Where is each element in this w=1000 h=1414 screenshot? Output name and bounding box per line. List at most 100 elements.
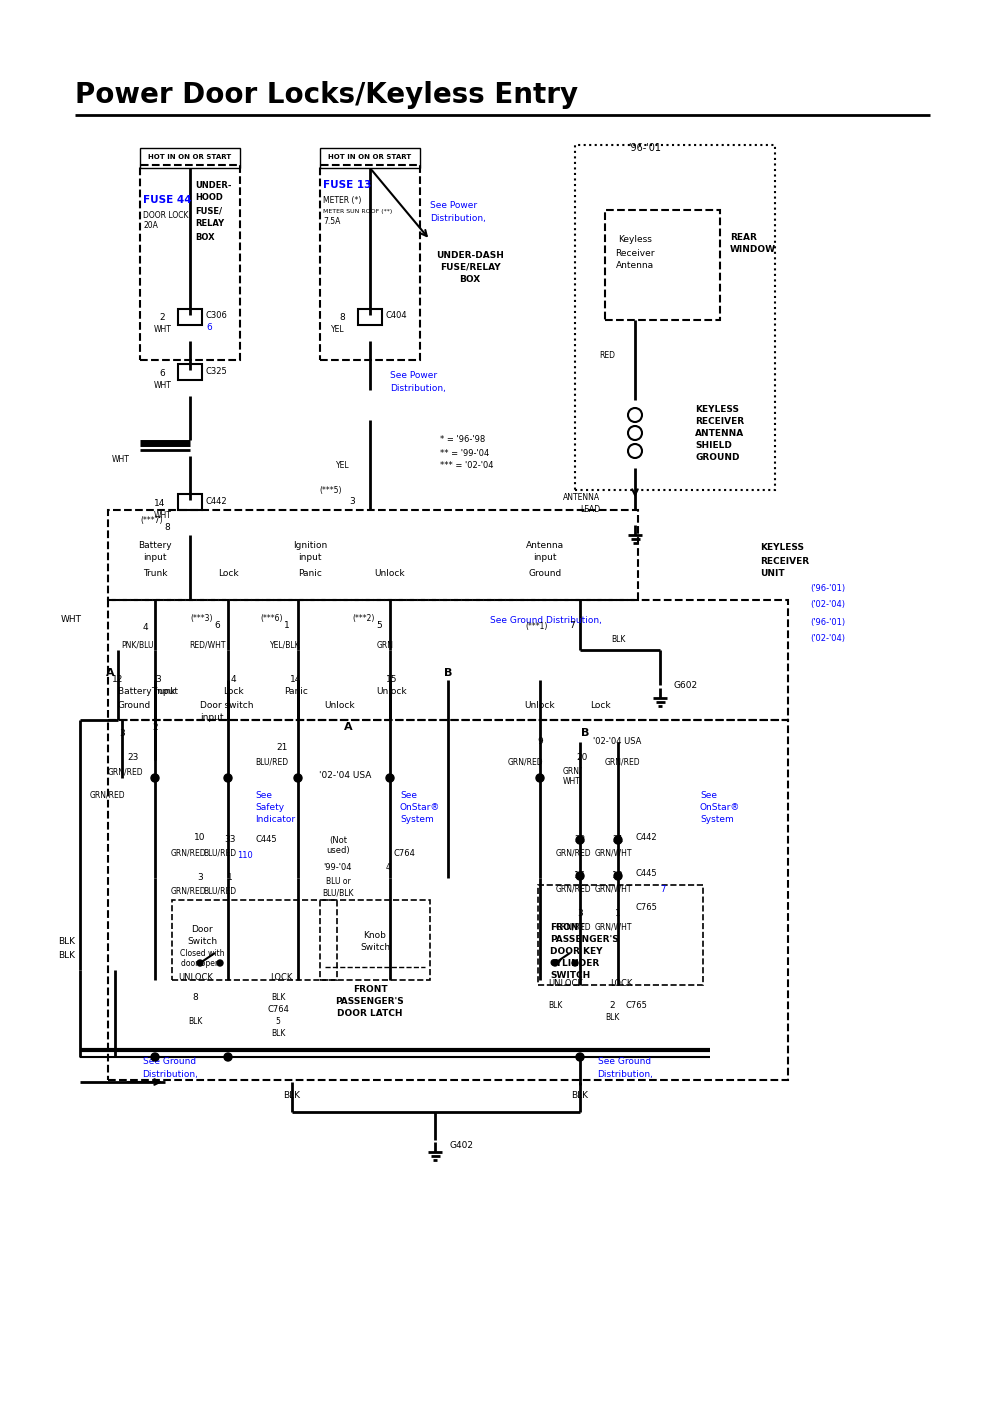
Text: RED/WHT: RED/WHT [190, 641, 226, 649]
Text: FUSE 13: FUSE 13 [323, 180, 371, 189]
Text: Switch: Switch [187, 937, 217, 946]
Text: UNDER-: UNDER- [195, 181, 232, 189]
Text: A: A [106, 667, 114, 677]
Text: 2: 2 [159, 314, 165, 322]
Text: Lock: Lock [590, 701, 610, 710]
Text: 5: 5 [376, 621, 382, 629]
Text: GRN/RED: GRN/RED [89, 790, 125, 799]
Text: 20: 20 [576, 754, 588, 762]
Text: ('02-'04): ('02-'04) [810, 635, 845, 643]
Text: 8: 8 [339, 314, 345, 322]
Text: BLU/RED: BLU/RED [203, 848, 237, 857]
Text: BLU or: BLU or [326, 878, 350, 887]
Text: BLK: BLK [188, 1018, 202, 1027]
Text: ANTENNA: ANTENNA [695, 430, 744, 438]
Bar [538, 885, 703, 986]
Text: FRONT: FRONT [353, 986, 387, 994]
Text: BLU/BLK: BLU/BLK [322, 888, 354, 898]
Text: GRN/RED: GRN/RED [107, 768, 143, 776]
Text: KEYLESS: KEYLESS [695, 406, 739, 414]
Text: input: input [298, 553, 322, 563]
Text: BLK: BLK [605, 1012, 619, 1021]
Text: C445: C445 [636, 870, 658, 878]
Text: (Not: (Not [329, 836, 347, 844]
Text: HOT IN ON OR START: HOT IN ON OR START [328, 154, 412, 160]
Text: (***7): (***7) [140, 516, 162, 525]
Bar [108, 510, 638, 600]
Text: WHT: WHT [112, 455, 130, 465]
Text: 15: 15 [386, 676, 398, 684]
Text: BLK: BLK [271, 994, 285, 1003]
Circle shape [151, 773, 159, 782]
Text: GRN/RED: GRN/RED [555, 885, 591, 894]
Text: See Power: See Power [430, 201, 477, 209]
Text: See: See [255, 790, 272, 799]
Text: Unlock: Unlock [375, 568, 405, 577]
Text: See Ground: See Ground [143, 1058, 197, 1066]
Text: RELAY: RELAY [195, 219, 224, 229]
Text: 33: 33 [224, 836, 236, 844]
Text: PASSENGER'S: PASSENGER'S [336, 997, 404, 1007]
Text: C325: C325 [206, 368, 228, 376]
Text: PASSENGER'S: PASSENGER'S [550, 936, 619, 945]
Text: GRN/: GRN/ [562, 766, 582, 775]
Circle shape [576, 872, 584, 880]
Text: System: System [400, 814, 434, 823]
Text: (***2): (***2) [353, 614, 375, 622]
Text: GRN/RED: GRN/RED [604, 758, 640, 766]
Text: LOCK: LOCK [610, 978, 632, 987]
Text: 9: 9 [537, 738, 543, 747]
Text: 21: 21 [612, 836, 624, 844]
Text: GRN/RED: GRN/RED [555, 922, 591, 932]
Circle shape [576, 836, 584, 844]
Text: G402: G402 [450, 1141, 474, 1150]
Text: SHIELD: SHIELD [695, 441, 732, 451]
Text: C764: C764 [267, 1004, 289, 1014]
Bar [178, 363, 202, 380]
Text: SWITCH: SWITCH [550, 971, 590, 980]
Text: GRN/RED: GRN/RED [555, 848, 591, 857]
Text: Unlock: Unlock [377, 687, 407, 697]
Text: METER SUN ROOF (**): METER SUN ROOF (**) [323, 209, 392, 215]
Text: See Power: See Power [390, 370, 437, 379]
Text: WINDOW: WINDOW [730, 246, 776, 255]
Text: WHT: WHT [154, 510, 172, 519]
Text: 7.5A: 7.5A [323, 218, 340, 226]
Bar [140, 148, 240, 168]
Text: 23: 23 [127, 754, 139, 762]
Circle shape [217, 960, 223, 966]
Text: 3: 3 [349, 498, 355, 506]
Text: ANTENNA: ANTENNA [563, 493, 600, 502]
Text: METER (*): METER (*) [323, 195, 361, 205]
Text: C306: C306 [206, 311, 228, 321]
Text: 5: 5 [276, 1018, 280, 1027]
Text: Trunk: Trunk [143, 568, 167, 577]
Text: GROUND: GROUND [695, 454, 740, 462]
Text: C765: C765 [636, 904, 658, 912]
Text: C442: C442 [206, 498, 228, 506]
Text: 7: 7 [660, 885, 665, 894]
Text: BLU/RED: BLU/RED [203, 887, 237, 895]
Text: LEAD: LEAD [580, 505, 600, 513]
Bar [358, 310, 382, 325]
Text: RED: RED [599, 351, 615, 359]
Text: UNLOCK: UNLOCK [548, 978, 583, 987]
Text: 3: 3 [197, 874, 203, 882]
Text: 6: 6 [214, 621, 220, 629]
Circle shape [224, 773, 232, 782]
Text: Battery: Battery [138, 540, 172, 550]
Circle shape [536, 773, 544, 782]
Text: Unlock: Unlock [525, 701, 555, 710]
Bar [605, 211, 720, 320]
Text: BLK: BLK [611, 635, 625, 645]
Text: RECEIVER: RECEIVER [760, 557, 809, 566]
Bar [575, 146, 775, 491]
Text: 4: 4 [386, 863, 390, 871]
Text: Receiver: Receiver [615, 249, 655, 257]
Text: '02-'04 USA: '02-'04 USA [593, 738, 641, 747]
Text: Distribution,: Distribution, [142, 1069, 198, 1079]
Text: C404: C404 [386, 311, 408, 321]
Text: 2: 2 [609, 1001, 615, 1010]
Text: Closed with: Closed with [180, 949, 224, 959]
Circle shape [294, 773, 302, 782]
